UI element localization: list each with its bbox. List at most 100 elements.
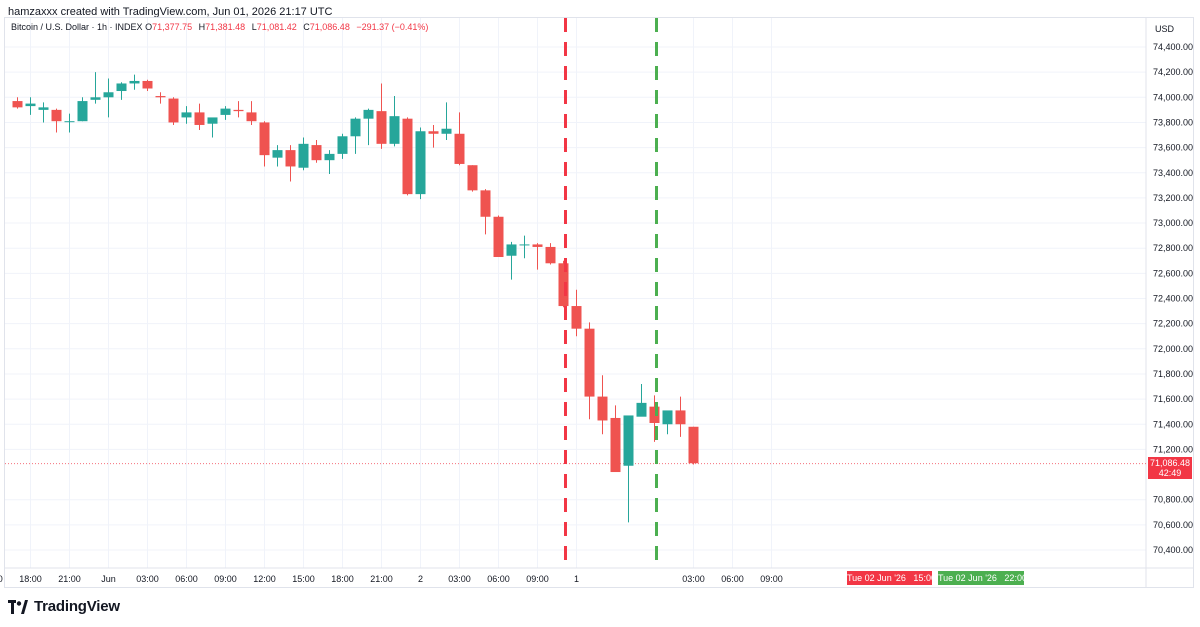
candle-body [51,109,62,122]
red-marker-date-tag: Tue 02 Jun '26 15:00 [847,571,936,585]
candle-body [363,109,374,119]
low-value: 71,081.42 [256,22,297,32]
y-tick-label: 71,400.00 [1153,419,1193,429]
x-tick-label: 18:00 [331,574,354,584]
y-tick-label: 72,400.00 [1153,294,1193,304]
x-tick-label: 03:00 [448,574,471,584]
low-label: L [251,22,257,32]
candle-body [64,121,75,123]
x-tick-label: 09:00 [526,574,549,584]
candle-body [441,128,452,134]
y-tick-label: 72,000.00 [1153,344,1193,354]
x-tick-label: 15:00 [0,574,3,584]
x-tick-label: 03:00 [682,574,705,584]
x-tick-label: 12:00 [253,574,276,584]
y-tick-label: 71,600.00 [1153,394,1193,404]
candle-body [311,145,322,161]
x-tick-label: Jun [101,574,116,584]
x-tick-label: 03:00 [136,574,159,584]
y-tick-label: 70,400.00 [1153,545,1193,555]
y-tick-label: 73,000.00 [1153,218,1193,228]
y-tick-label: 70,800.00 [1153,495,1193,505]
x-tick-label: 15:00 [292,574,315,584]
tradingview-logo[interactable]: TradingView [8,598,120,615]
candle-body [220,108,231,115]
y-tick-label: 73,400.00 [1153,168,1193,178]
candle-body [454,133,465,164]
x-tick-label: 06:00 [721,574,744,584]
candle-body [597,396,608,421]
candle-body [571,306,582,329]
tradingview-brand: TradingView [34,598,120,615]
candle-body [493,216,504,258]
candle-body [337,136,348,154]
open-value: 71,377.75 [152,22,193,32]
green-marker-date-tag: Tue 02 Jun '26 22:00 [938,571,1027,585]
last-price-value: 71,086.48 [1149,458,1191,468]
candle-body [480,190,491,217]
x-tick-label: 09:00 [214,574,237,584]
symbol-label: Bitcoin / U.S. Dollar · 1h · INDEX [11,22,143,32]
candle-body [636,402,647,417]
x-tick-label: 2 [418,574,423,584]
candle-body [233,109,244,112]
x-tick-label: 21:00 [370,574,393,584]
candle-body [285,150,296,167]
candle-body [428,131,439,134]
candle-body [376,111,387,144]
candle-body [324,153,335,161]
candle-body [298,143,309,168]
close-label: C [303,22,310,32]
candle-body [142,80,153,89]
candle-body [610,417,621,473]
candle-body [675,410,686,425]
y-tick-label: 72,800.00 [1153,243,1193,253]
last-price-tag: 71,086.48 42:49 [1148,457,1192,479]
y-tick-label: 72,200.00 [1153,319,1193,329]
candle-body [402,118,413,195]
x-tick-label: 21:00 [58,574,81,584]
close-value: 71,086.48 [309,22,350,32]
open-label: O [145,22,153,32]
candle-body [389,116,400,144]
candle-body [12,101,23,108]
high-label: H [198,22,206,32]
candle-body [350,118,361,137]
candle-body [246,112,257,122]
candle-body [519,244,530,246]
y-tick-label: 70,600.00 [1153,520,1193,530]
x-tick-label: 06:00 [487,574,510,584]
y-tick-label: 71,200.00 [1153,444,1193,454]
candle-body [38,107,49,110]
y-tick-label: 73,600.00 [1153,143,1193,153]
ohlc-legend: Bitcoin / U.S. Dollar · 1h · INDEX O71,3… [11,22,432,32]
candle-body [649,406,660,423]
candle-body [584,328,595,397]
candle-body [168,98,179,123]
candle-body [272,150,283,158]
bar-countdown: 42:49 [1158,468,1182,478]
candle-body [259,122,270,156]
candle-body [623,415,634,466]
candle-body [467,165,478,191]
chart-frame [4,17,1194,588]
candle-body [545,246,556,264]
candle-body [90,97,101,100]
candle-body [506,244,517,256]
candle-body [194,112,205,125]
y-tick-label: 73,200.00 [1153,193,1193,203]
candle-body [662,410,673,425]
high-value: 71,381.48 [205,22,246,32]
y-tick-label: 73,800.00 [1153,117,1193,127]
x-tick-label: 1 [574,574,579,584]
change-value: −291.37 (−0.41%) [356,22,429,32]
y-tick-label: 72,600.00 [1153,268,1193,278]
y-tick-label: 71,800.00 [1153,369,1193,379]
candle-body [77,101,88,122]
y-tick-label: 74,000.00 [1153,92,1193,102]
currency-label: USD [1155,24,1175,34]
candle-body [129,80,140,84]
candle-body [532,244,543,247]
chart-attribution: hamzaxxx created with TradingView.com, J… [8,6,333,18]
